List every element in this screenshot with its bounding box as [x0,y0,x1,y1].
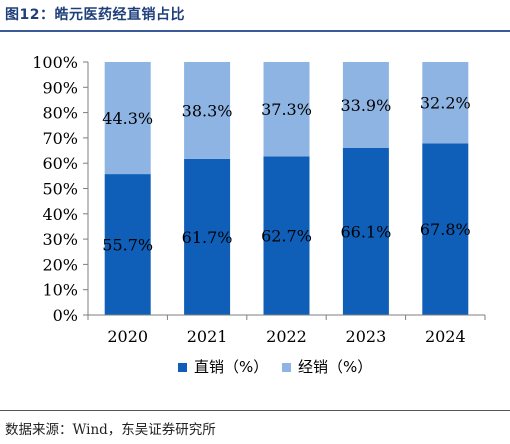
legend-swatch-distribution [282,363,291,372]
bar-distribution [342,62,389,148]
data-label-distribution: 32.2% [420,94,471,113]
y-tick-label: 60% [42,154,78,173]
bar-direct [263,156,310,315]
figure-title: 图12：皓元医药经直销占比 [5,7,185,23]
x-tick-label: 2020 [107,327,148,346]
data-label-direct: 61.7% [182,228,233,247]
bar-direct [184,158,231,315]
bar-distribution [263,62,310,157]
bar-distribution [422,62,469,144]
y-tick-label: 10% [42,281,78,300]
y-tick-label: 90% [42,78,78,97]
source-divider [0,410,510,411]
stacked-bar-chart: 0% 10% 20% 30% 40% 50% 60% 70% 80% 90% 100% 55.7% 4… [32,53,486,376]
data-label-distribution: 38.3% [182,101,233,120]
bar-distribution [104,62,151,175]
data-label-distribution: 33.9% [340,96,391,115]
legend-swatch-direct [178,363,187,372]
legend: 直销（%） 经销（%） [178,358,372,376]
y-tick-label: 20% [42,255,78,274]
data-label-direct: 66.1% [340,222,391,241]
title-divider [0,30,510,32]
y-tick-label: 70% [42,129,78,148]
y-tick-label: 80% [42,104,78,123]
y-tick-label: 100% [32,53,78,72]
data-label-distribution: 37.3% [261,100,312,119]
x-tick-label: 2021 [187,327,228,346]
data-labels: 55.7% 44.3% 61.7% 38.3% 62.7% 37.3% 66.1% 33.9%… [102,94,470,255]
bars [104,62,469,315]
data-label-direct: 67.8% [420,220,471,239]
bar-direct [342,147,389,315]
x-tick-label: 2023 [346,327,387,346]
data-label-distribution: 44.3% [102,109,153,128]
y-axis: 0% 10% 20% 30% 40% 50% 60% 70% 80% 90% 100% [32,53,89,325]
bar-direct [104,174,151,315]
x-tick-label: 2022 [266,327,307,346]
x-axis: 2020 2021 2022 2023 2024 [87,314,486,346]
y-tick-label: 50% [42,180,78,199]
data-label-direct: 62.7% [261,227,312,246]
legend-label-distribution: 经销（%） [298,358,372,376]
bar-distribution [184,62,231,159]
x-tick-label: 2024 [425,327,466,346]
y-tick-label: 30% [42,230,78,249]
y-tick-label: 0% [53,306,78,325]
bar-direct [422,143,469,315]
legend-label-direct: 直销（%） [194,358,268,376]
y-tick-label: 40% [42,205,78,224]
source-note: 数据来源：Wind，东吴证券研究所 [5,422,216,438]
data-label-direct: 55.7% [102,236,153,255]
